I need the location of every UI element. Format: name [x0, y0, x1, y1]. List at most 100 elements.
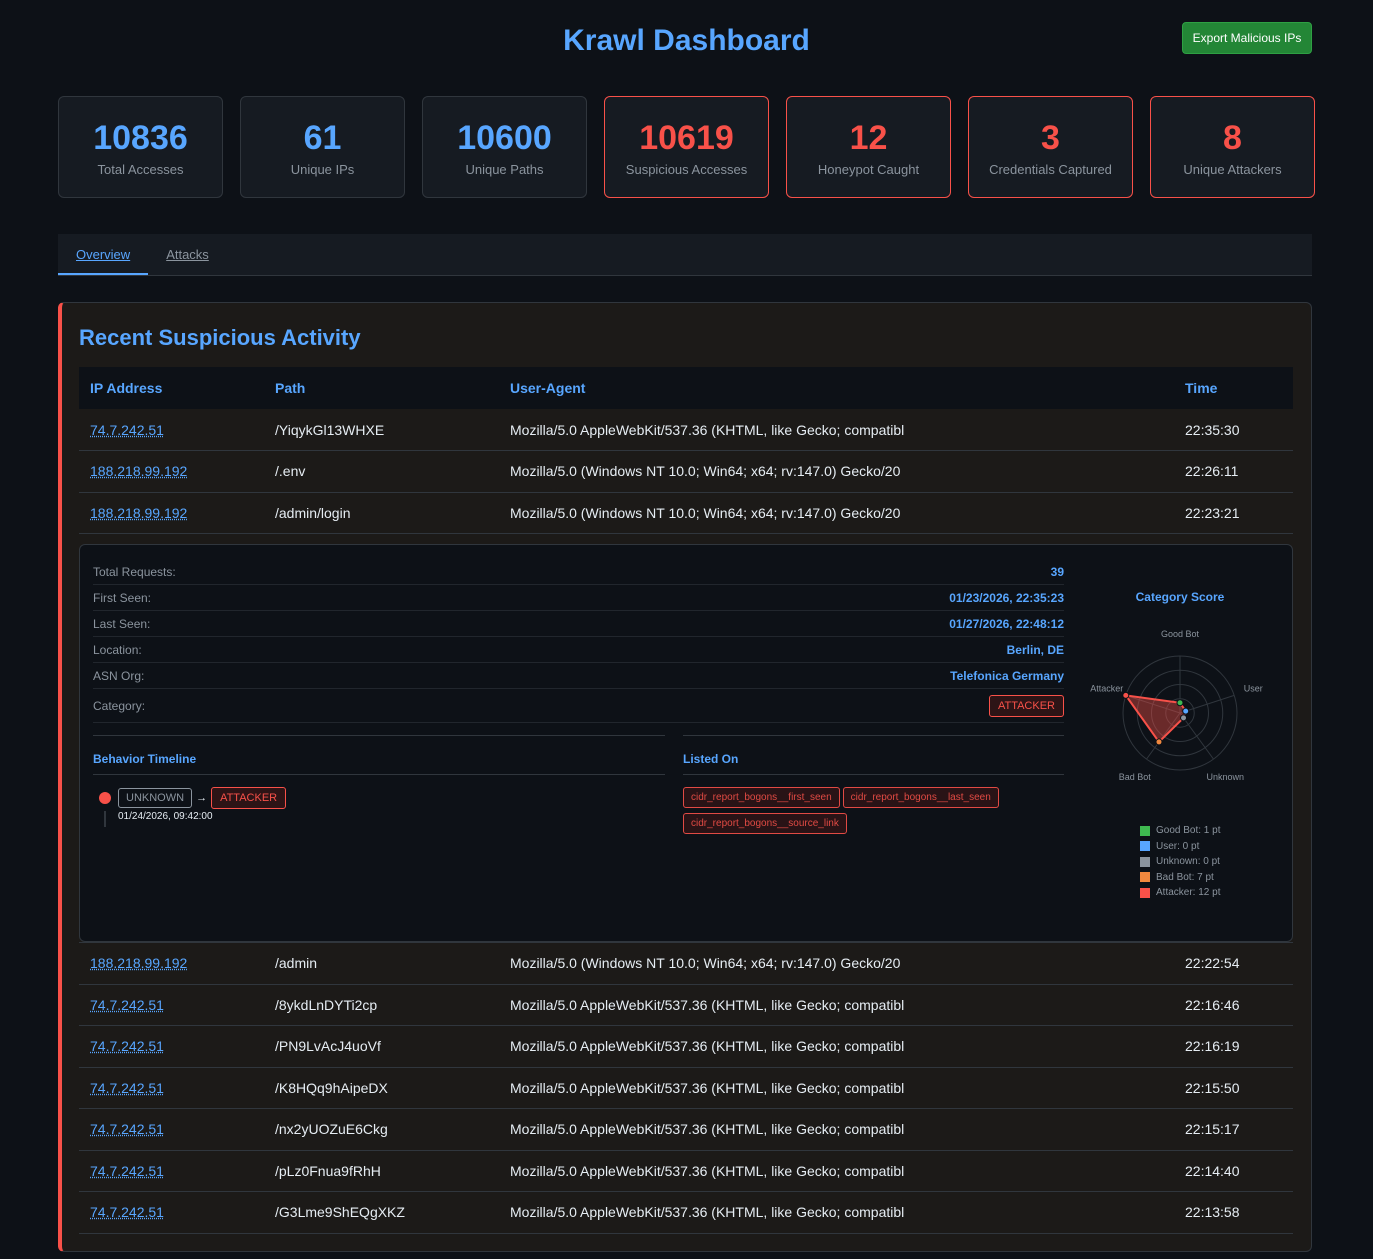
time-cell: 22:13:58: [1174, 1191, 1293, 1234]
stat-label: Unique Attackers: [1183, 162, 1282, 177]
table-header: IP Address Path User-Agent Time: [79, 367, 1293, 409]
legend-item: User: 0 pt: [1140, 839, 1221, 855]
time-cell: 22:23:21: [1174, 492, 1293, 534]
table-row[interactable]: 74.7.242.51/K8HQq9hAipeDX Mozilla/5.0 App…: [79, 1067, 1293, 1109]
path-cell: /G3Lme9ShEQgXKZ: [264, 1191, 499, 1234]
stat-label: Credentials Captured: [989, 162, 1112, 177]
export-malicious-ips-button[interactable]: Export Malicious IPs: [1182, 22, 1312, 54]
table-row[interactable]: 188.218.99.192/admin Mozilla/5.0 (Windows…: [79, 942, 1293, 985]
table-row[interactable]: 188.218.99.192 /.env Mozilla/5.0 (Windows …: [79, 450, 1293, 493]
ip-link[interactable]: 74.7.242.51: [90, 1038, 164, 1055]
ip-link[interactable]: 188.218.99.192: [90, 463, 188, 480]
stat-value: 10836: [93, 119, 188, 157]
tab-bar: Overview Attacks: [58, 234, 1312, 276]
field-value: Telefonica Germany: [950, 668, 1064, 683]
radar-point-bad-bot: [1155, 738, 1163, 746]
behavior-timeline-title: Behavior Timeline: [93, 752, 665, 775]
user-agent-cell: Mozilla/5.0 AppleWebKit/537.36 (KHTML, l…: [499, 1108, 1174, 1151]
field-value: 01/23/2026, 22:35:23: [949, 590, 1064, 605]
user-agent-cell: Mozilla/5.0 AppleWebKit/537.36 (KHTML, l…: [499, 1191, 1174, 1234]
ip-link[interactable]: 74.7.242.51: [90, 1162, 164, 1179]
activity-table: IP Address Path User-Agent Time 74.7.242.51…: [79, 367, 1293, 1234]
user-agent-cell: Mozilla/5.0 AppleWebKit/537.36 (KHTML, l…: [499, 984, 1174, 1026]
ip-link[interactable]: 188.218.99.192: [90, 504, 188, 521]
user-agent-cell: Mozilla/5.0 (Windows NT 10.0; Win64; x64…: [499, 492, 1174, 534]
stat-value: 8: [1223, 119, 1242, 157]
behavior-timeline: Behavior Timeline UNKNOWN → ATTACKER 01/…: [93, 735, 665, 827]
path-cell: /.env: [264, 450, 499, 493]
stat-value: 3: [1041, 119, 1060, 157]
radar-point-user: [1182, 707, 1190, 715]
time-cell: 22:15:50: [1174, 1067, 1293, 1109]
stat-label: Unique Paths: [465, 162, 544, 177]
legend-label: Good Bot: 1 pt: [1156, 825, 1221, 837]
legend-item: Unknown: 0 pt: [1140, 854, 1221, 870]
user-agent-cell: Mozilla/5.0 (Windows NT 10.0; Win64; x64…: [499, 450, 1174, 493]
table-row[interactable]: 74.7.242.51/8ykdLnDYTi2cp Mozilla/5.0 App…: [79, 984, 1293, 1026]
radar-axis: [1179, 712, 1214, 760]
field-label: Category:: [93, 698, 146, 713]
timeline-from-badge: UNKNOWN: [118, 788, 193, 808]
legend-item: Good Bot: 1 pt: [1140, 823, 1221, 839]
legend-swatch: [1140, 856, 1150, 867]
detail-category: Category: ATTACKER: [93, 689, 1064, 723]
stat-value: 61: [303, 119, 342, 157]
user-agent-cell: Mozilla/5.0 AppleWebKit/537.36 (KHTML, l…: [499, 1150, 1174, 1192]
radar-axis-label: Good Bot: [1161, 629, 1200, 639]
radar-point-unknown: [1180, 714, 1188, 722]
ip-link[interactable]: 74.7.242.51: [90, 1204, 164, 1221]
ip-link[interactable]: 74.7.242.51: [90, 1121, 164, 1138]
field-label: Last Seen:: [93, 616, 151, 631]
user-agent-cell: Mozilla/5.0 AppleWebKit/537.36 (KHTML, l…: [499, 409, 1174, 451]
path-cell: /YiqykGl13WHXE: [264, 409, 499, 451]
user-agent-cell: Mozilla/5.0 AppleWebKit/537.36 (KHTML, l…: [499, 1067, 1174, 1109]
legend-swatch: [1140, 872, 1150, 883]
radar-point-attacker: [1122, 691, 1130, 699]
radar-axis-label: Unknown: [1206, 772, 1244, 782]
ip-link[interactable]: 74.7.242.51: [90, 1079, 164, 1096]
ip-link[interactable]: 74.7.242.51: [90, 996, 164, 1013]
stat-card-unique-paths: 10600 Unique Paths: [422, 96, 587, 198]
ip-link[interactable]: 188.218.99.192: [90, 955, 188, 972]
stat-label: Unique IPs: [290, 162, 355, 177]
ip-link[interactable]: 74.7.242.51: [90, 421, 164, 438]
radar-point-good-bot: [1176, 699, 1184, 707]
table-row[interactable]: 74.7.242.51/PN9LvAcJ4uoVf Mozilla/5.0 App…: [79, 1025, 1293, 1068]
table-row[interactable]: 74.7.242.51/YiqykGl13WHXE Mozilla/5.0 App…: [79, 409, 1293, 451]
column-time: Time: [1174, 367, 1293, 409]
user-agent-cell: Mozilla/5.0 (Windows NT 10.0; Win64; x64…: [499, 942, 1174, 985]
radar-axis: [1146, 712, 1181, 760]
stat-value: 10619: [639, 119, 734, 157]
stats-row: 10836 Total Accesses 61 Unique IPs 10600 Uniq…: [58, 96, 1315, 198]
table-row[interactable]: 74.7.242.51/G3Lme9ShEQgXKZ Mozilla/5.0 Ap…: [79, 1191, 1293, 1234]
tab-attacks[interactable]: Attacks: [166, 247, 209, 262]
field-value: 01/27/2026, 22:48:12: [949, 616, 1064, 631]
path-cell: /admin: [264, 942, 499, 985]
timeline-dot-icon: [99, 792, 111, 804]
stat-label: Honeypot Caught: [817, 162, 920, 177]
legend-swatch: [1140, 841, 1150, 852]
legend-label: Unknown: 0 pt: [1156, 856, 1220, 868]
radar-axis-label: Attacker: [1090, 684, 1123, 694]
category-badge: ATTACKER: [988, 694, 1064, 717]
legend-label: Bad Bot: 7 pt: [1156, 871, 1214, 883]
stat-value: 10600: [457, 119, 552, 157]
stat-card-credentials-captured: 3 Credentials Captured: [968, 96, 1133, 198]
blocklist-chip: cidr_report_bogons__first_seen: [683, 787, 840, 808]
stat-label: Suspicious Accesses: [625, 162, 748, 177]
table-row[interactable]: 74.7.242.51/pLz0Fnua9fRhH Mozilla/5.0 App…: [79, 1150, 1293, 1192]
path-cell: /pLz0Fnua9fRhH: [264, 1150, 499, 1192]
timeline-to-badge: ATTACKER: [211, 787, 287, 809]
time-cell: 22:35:30: [1174, 409, 1293, 451]
listed-on-title: Listed On: [683, 752, 1064, 775]
ip-detail-panel: Total Requests: 39 First Seen: 01/23/2026, …: [79, 544, 1293, 942]
radar-axis: [1125, 694, 1181, 714]
table-row[interactable]: 74.7.242.51/nx2yUOZuE6Ckg Mozilla/5.0 App…: [79, 1108, 1293, 1151]
tab-overview[interactable]: Overview: [58, 234, 149, 275]
legend-label: User: 0 pt: [1156, 840, 1200, 852]
time-cell: 22:14:40: [1174, 1150, 1293, 1192]
legend-item: Bad Bot: 7 pt: [1140, 870, 1221, 886]
table-row[interactable]: 188.218.99.192/admin/login Mozilla/5.0 (W…: [79, 492, 1293, 534]
column-ip-address: IP Address: [79, 367, 264, 409]
time-cell: 22:26:11: [1174, 450, 1293, 493]
